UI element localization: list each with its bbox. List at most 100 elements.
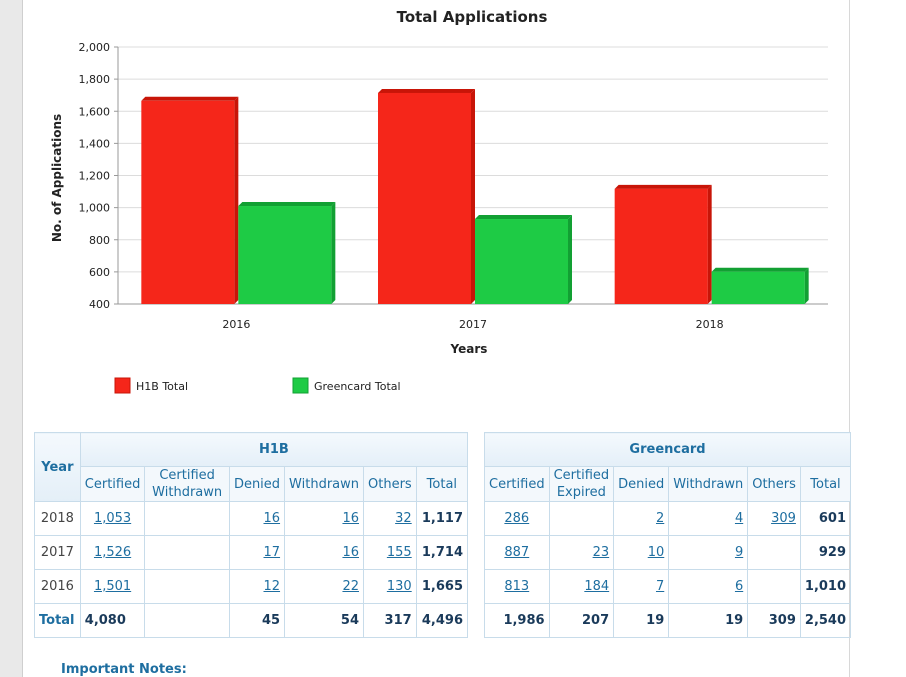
certified-link[interactable]: 1,053 <box>93 511 132 526</box>
bar-side <box>707 184 712 304</box>
certified-cell: 813 <box>484 569 550 604</box>
table-row: 2016 1,501 12 22 130 1,665 <box>34 569 469 604</box>
certified-cell: 1,501 <box>79 569 146 604</box>
others-link[interactable]: 309 <box>771 511 796 526</box>
y-axis-title: No. of Applications <box>50 114 64 242</box>
withdrawn-link[interactable]: 4 <box>734 511 744 526</box>
total-certified: 1,986 <box>484 603 550 638</box>
total-cert-withdrawn <box>144 603 230 638</box>
denied-cell: 7 <box>613 569 670 604</box>
denied-cell: 17 <box>228 535 286 570</box>
withdrawn-link[interactable]: 9 <box>734 545 744 560</box>
others-cell <box>747 569 801 604</box>
bar-side <box>331 202 336 304</box>
withdrawn-cell: 22 <box>284 569 364 604</box>
bar-h1b-total-2016[interactable] <box>141 100 235 304</box>
total-others: 309 <box>747 603 801 638</box>
bar-top <box>238 202 336 207</box>
x-tick-label: 2017 <box>459 318 487 331</box>
certified-link[interactable]: 286 <box>504 511 530 526</box>
others-cell <box>747 535 801 570</box>
certified-link[interactable]: 1,526 <box>93 545 132 560</box>
table-row: 2018 1,053 16 16 32 1,117 <box>34 501 469 536</box>
withdrawn-link[interactable]: 22 <box>342 579 359 594</box>
certified-link[interactable]: 813 <box>504 579 530 594</box>
row-year: 2016 <box>34 569 81 604</box>
important-notes-heading: Important Notes: <box>61 662 187 677</box>
total-withdrawn: 19 <box>668 603 749 638</box>
denied-link[interactable]: 17 <box>263 545 281 560</box>
table-row: 813 184 7 6 1,010 <box>484 569 852 604</box>
cert-withdrawn-cell <box>144 535 230 570</box>
certified-link[interactable]: 1,501 <box>93 579 132 594</box>
x-tick-label: 2018 <box>696 318 724 331</box>
row-year: 2018 <box>34 501 81 536</box>
legend-label[interactable]: Greencard Total <box>314 380 401 393</box>
bar-top <box>378 88 475 93</box>
denied-cell: 16 <box>228 501 286 536</box>
cert-expired-link[interactable]: 23 <box>592 545 610 560</box>
denied-link[interactable]: 10 <box>647 545 665 560</box>
y-tick-label: 1,600 <box>79 105 111 118</box>
col-certified-withdrawn: Certified Withdrawn <box>144 466 230 502</box>
certified-link[interactable]: 887 <box>504 545 530 560</box>
bar-top <box>141 96 239 101</box>
greencard-table: Greencard Certified Certified Expired De… <box>483 432 852 638</box>
legend-swatch[interactable] <box>114 377 131 394</box>
h1b-table: Year H1B Certified Certified Withdrawn D… <box>34 432 469 638</box>
denied-link[interactable]: 16 <box>263 511 281 526</box>
content-border <box>849 0 850 677</box>
bar-greencard-total-2018[interactable] <box>711 271 805 304</box>
bar-greencard-total-2017[interactable] <box>475 219 568 304</box>
total-cell: 1,665 <box>415 569 469 604</box>
legend-label[interactable]: H1B Total <box>136 380 188 393</box>
y-tick-label: 400 <box>89 298 110 311</box>
certified-cell: 887 <box>484 535 550 570</box>
total-cell: 601 <box>799 501 852 536</box>
col-denied: Denied <box>228 466 286 502</box>
total-cell: 1,010 <box>799 569 852 604</box>
table-row: 286 2 4 309 601 <box>484 501 852 536</box>
y-tick-label: 1,200 <box>79 170 111 183</box>
legend-swatch[interactable] <box>292 377 309 394</box>
total-cell: 1,714 <box>415 535 469 570</box>
bar-top <box>614 184 712 189</box>
total-total: 2,540 <box>799 603 852 638</box>
x-tick-label: 2016 <box>222 318 250 331</box>
row-year: 2017 <box>34 535 81 570</box>
total-cell: 1,117 <box>415 501 469 536</box>
total-withdrawn: 54 <box>284 603 364 638</box>
withdrawn-link[interactable]: 16 <box>342 545 359 560</box>
cert-expired-link[interactable]: 184 <box>584 579 610 594</box>
col-withdrawn: Withdrawn <box>284 466 364 502</box>
withdrawn-cell: 9 <box>668 535 749 570</box>
col-others: Others <box>747 466 801 502</box>
greencard-group-header: Greencard <box>483 432 852 467</box>
denied-link[interactable]: 12 <box>263 579 281 594</box>
withdrawn-cell: 16 <box>284 501 364 536</box>
denied-cell: 10 <box>613 535 670 570</box>
others-link[interactable]: 155 <box>386 545 412 560</box>
col-withdrawn: Withdrawn <box>668 466 749 502</box>
bar-greencard-total-2016[interactable] <box>238 206 332 304</box>
others-cell: 155 <box>363 535 417 570</box>
total-others: 317 <box>363 603 417 638</box>
left-gutter <box>0 0 23 677</box>
denied-link[interactable]: 2 <box>655 511 665 526</box>
legend: H1B Total Greencard Total <box>114 377 401 394</box>
bar-h1b-total-2017[interactable] <box>378 92 471 304</box>
year-header: Year <box>34 432 81 502</box>
bar-h1b-total-2018[interactable] <box>614 188 708 304</box>
denied-cell: 2 <box>613 501 670 536</box>
y-tick-label: 800 <box>89 234 110 247</box>
total-certified: 4,080 <box>79 603 146 638</box>
denied-link[interactable]: 7 <box>655 579 665 594</box>
withdrawn-link[interactable]: 6 <box>734 579 744 594</box>
total-denied: 45 <box>228 603 286 638</box>
certified-cell: 1,053 <box>79 501 146 536</box>
others-cell: 130 <box>363 569 417 604</box>
others-link[interactable]: 130 <box>386 579 412 594</box>
withdrawn-link[interactable]: 16 <box>342 511 359 526</box>
y-tick-label: 2,000 <box>79 41 111 54</box>
others-link[interactable]: 32 <box>395 511 412 526</box>
